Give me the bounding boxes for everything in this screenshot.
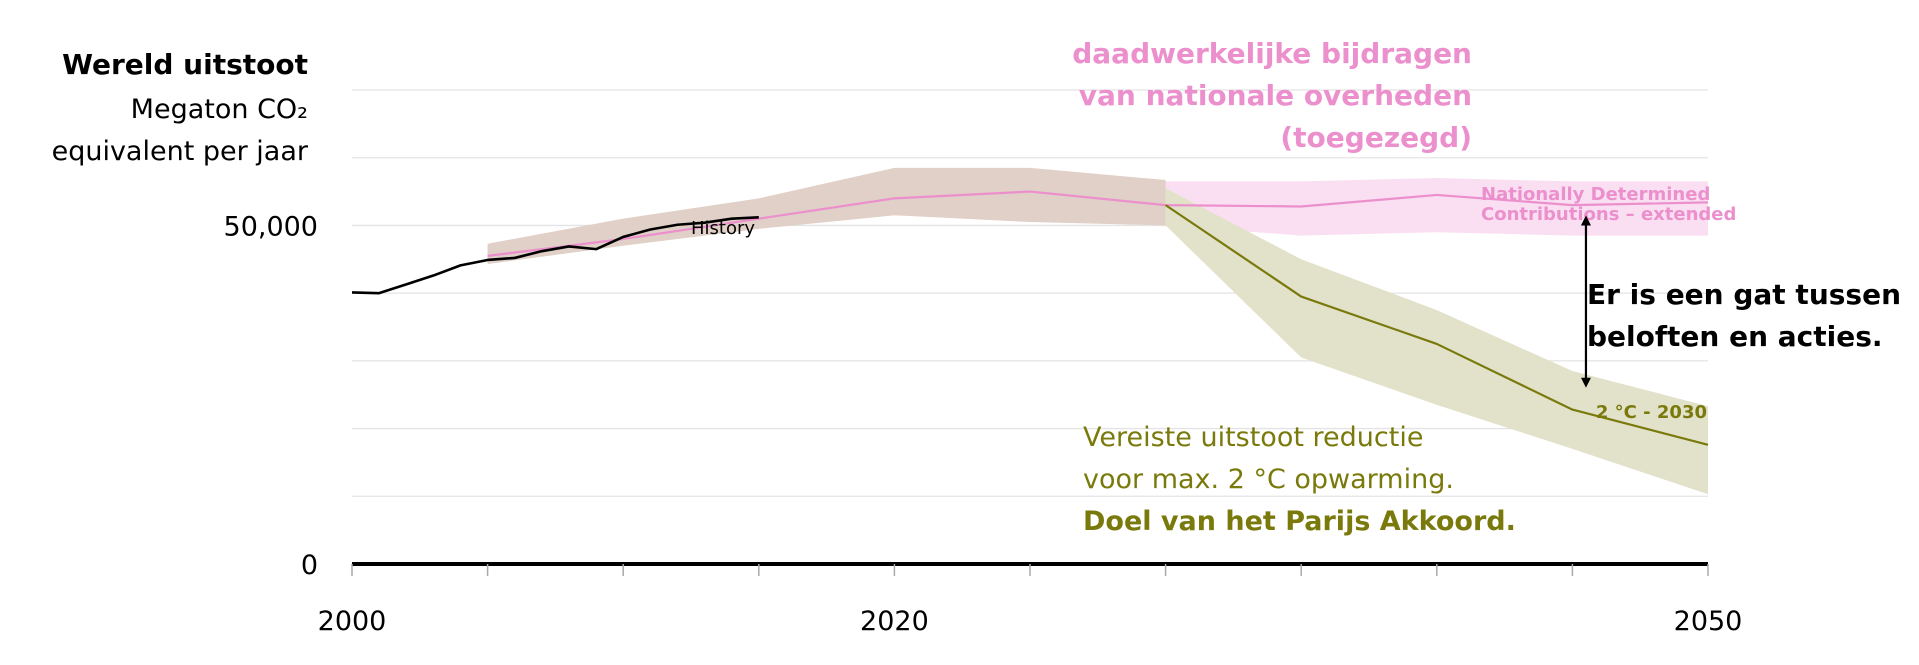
ndc-title-line-1: daadwerkelijke bijdragen bbox=[1072, 37, 1472, 70]
y-axis-title: Wereld uitstoot bbox=[62, 48, 308, 81]
two-degree-label: 2 °C - 2030 bbox=[1596, 402, 1707, 423]
ndc-line bbox=[487, 190, 1709, 257]
required-text-line-2: voor max. 2 °C opwarming. bbox=[1083, 464, 1454, 495]
y-axis-unit-line-2: equivalent per jaar bbox=[51, 136, 308, 167]
uncertainty-band bbox=[487, 167, 1166, 265]
history-line bbox=[351, 216, 759, 295]
ndc-series-label: Nationally Determined bbox=[1481, 184, 1710, 205]
required-text-line-3: Doel van het Parijs Akkoord. bbox=[1083, 506, 1516, 537]
two-degree-band bbox=[1165, 188, 1708, 495]
two-degree-line bbox=[1164, 204, 1709, 446]
x-tick-label: 2000 bbox=[318, 606, 387, 637]
gap-text-line-1: Er is een gat tussen bbox=[1587, 278, 1902, 311]
y-tick-label: 0 bbox=[301, 550, 318, 581]
ndc-title-line-3: (toegezegd) bbox=[1280, 121, 1472, 154]
x-tick-label: 2020 bbox=[860, 606, 929, 637]
required-text-line-1: Vereiste uitstoot reductie bbox=[1083, 422, 1424, 453]
gap-text-line-2: beloften en acties. bbox=[1587, 320, 1883, 353]
history-label: History bbox=[691, 218, 755, 239]
y-tick-label: 50,000 bbox=[224, 211, 318, 242]
ndc-series-label: Contributions – extended bbox=[1481, 204, 1736, 225]
ndc-title-line-2: van nationale overheden bbox=[1078, 79, 1472, 112]
x-tick-label: 2050 bbox=[1674, 606, 1743, 637]
y-axis-unit-line-1: Megaton CO₂ bbox=[130, 94, 308, 125]
